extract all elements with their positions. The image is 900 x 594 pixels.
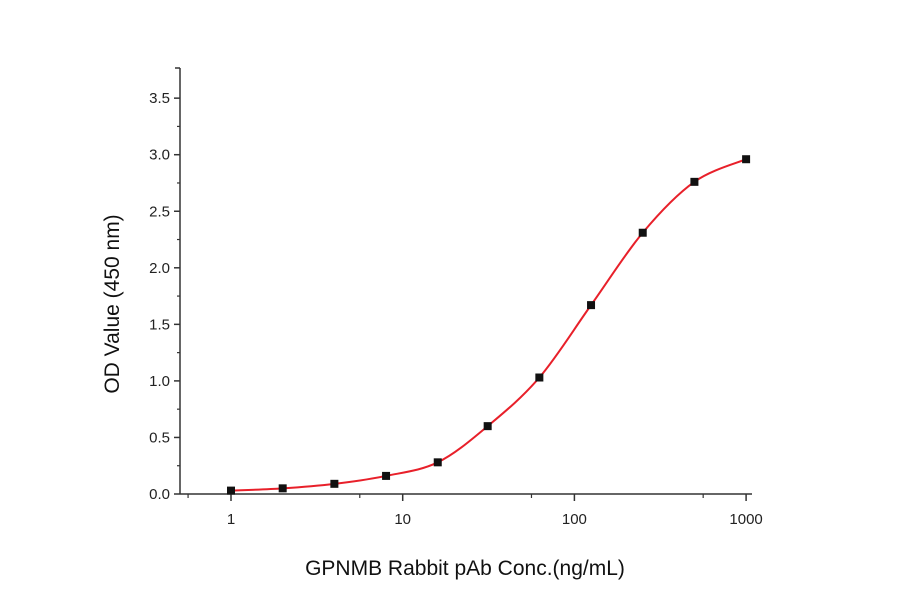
y-tick-label: 3.5 <box>149 90 170 107</box>
axes <box>175 67 752 495</box>
y-tick-label: 0.5 <box>149 429 170 446</box>
x-tick-label: 1000 <box>729 511 762 528</box>
y-tick-label: 3.0 <box>149 147 170 164</box>
y-axis-title: OD Value (450 nm) <box>101 214 124 393</box>
data-point-marker <box>483 422 492 431</box>
data-points <box>227 155 751 495</box>
x-tick-label: 1 <box>227 511 235 528</box>
data-point-marker <box>433 458 442 467</box>
x-tick-label: 10 <box>394 511 411 528</box>
y-tick-label: 1.5 <box>149 316 170 333</box>
x-tick-label: 100 <box>562 511 587 528</box>
data-point-marker <box>382 471 391 480</box>
x-axis-title: GPNMB Rabbit pAb Conc.(ng/mL) <box>305 557 625 580</box>
data-point-marker <box>742 155 751 164</box>
data-point-marker <box>278 484 287 493</box>
x-axis-ticks: 1 10 100 1000 <box>187 494 763 528</box>
y-tick-label: 2.5 <box>149 203 170 220</box>
data-point-marker <box>638 228 647 237</box>
data-point-marker <box>227 486 235 495</box>
data-point-marker <box>330 479 339 488</box>
y-tick-label: 0.0 <box>149 486 170 503</box>
data-point-marker <box>690 177 699 186</box>
fit-curve <box>230 158 747 492</box>
y-tick-label: 2.0 <box>149 260 170 277</box>
y-axis-ticks: 0.0 0.5 1.0 1.5 2.0 2.5 3.0 3.5 <box>149 90 180 503</box>
data-point-marker <box>587 301 596 310</box>
data-point-marker <box>535 373 544 382</box>
y-tick-label: 1.0 <box>149 373 170 390</box>
